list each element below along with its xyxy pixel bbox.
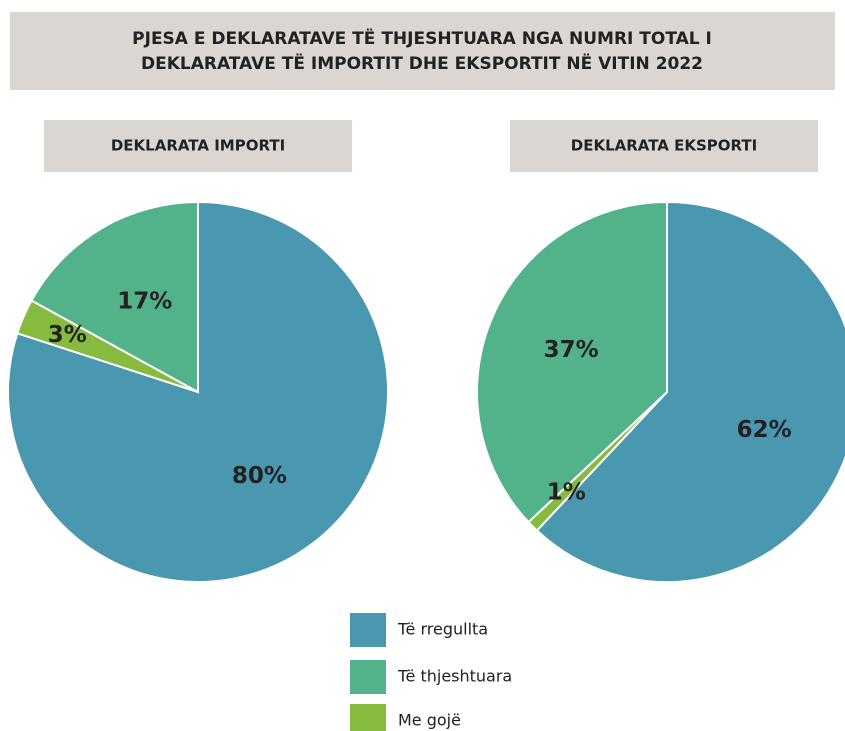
subtitle: DEKLARATA IMPORTI <box>111 137 285 155</box>
title-box <box>10 12 835 90</box>
legend-label: Të rregullta <box>397 620 488 639</box>
data-label: 1% <box>547 479 586 505</box>
legend-label: Me gojë <box>398 711 461 730</box>
pie-slice <box>535 200 845 583</box>
chart-title: DEKLARATAVE TË IMPORTIT DHE EKSPORTIT NË… <box>141 52 703 74</box>
pie-slice <box>476 200 668 524</box>
data-label: 3% <box>48 322 87 348</box>
legend-label: Të thjeshtuara <box>397 667 512 686</box>
subtitle-box <box>44 120 352 172</box>
data-label: 17% <box>117 289 172 315</box>
data-label: 37% <box>544 337 599 363</box>
data-label: 80% <box>232 463 287 489</box>
legend-swatch <box>350 704 386 731</box>
pie-slice <box>30 200 199 394</box>
legend-swatch <box>350 613 386 647</box>
legend-swatch <box>350 660 386 694</box>
subtitle: DEKLARATA EKSPORTI <box>571 137 758 155</box>
data-label: 62% <box>737 417 792 443</box>
chart-title: PJESA E DEKLARATAVE TË THJESHTUARA NGA N… <box>132 27 712 49</box>
subtitle-box <box>510 120 818 172</box>
